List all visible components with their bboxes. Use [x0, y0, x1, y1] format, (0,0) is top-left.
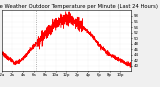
Title: Milwaukee Weather Outdoor Temperature per Minute (Last 24 Hours): Milwaukee Weather Outdoor Temperature pe…	[0, 4, 158, 9]
